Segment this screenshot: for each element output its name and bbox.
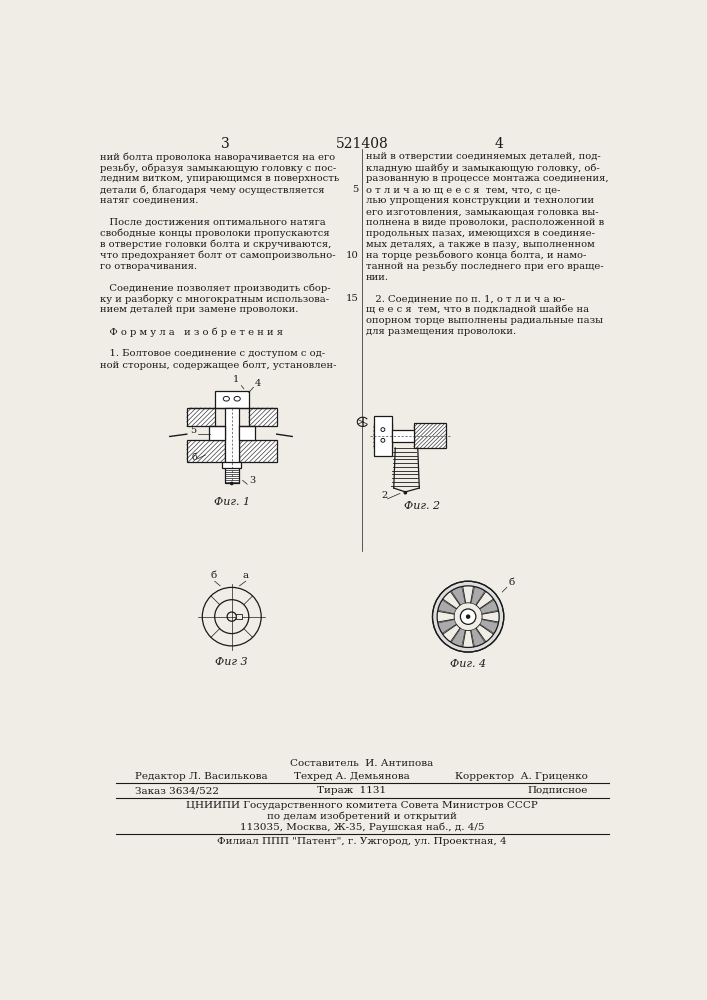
Bar — [215, 391, 249, 408]
Text: 5: 5 — [191, 426, 197, 435]
Text: Фиг 3: Фиг 3 — [216, 657, 248, 667]
Text: 10: 10 — [346, 251, 359, 260]
Text: по делам изобретений и открытий: по делам изобретений и открытий — [267, 811, 457, 821]
Text: 521408: 521408 — [336, 137, 388, 151]
Text: 15: 15 — [346, 294, 359, 303]
Text: 4: 4 — [255, 379, 262, 388]
Text: Заказ 3634/522: Заказ 3634/522 — [135, 786, 219, 795]
Text: кладную шайбу и замыкающую головку, об-: кладную шайбу и замыкающую головку, об- — [366, 163, 600, 173]
Circle shape — [230, 482, 233, 485]
Text: резьбу, образуя замыкающую головку с пос-: резьбу, образуя замыкающую головку с пос… — [100, 163, 337, 173]
Circle shape — [404, 492, 407, 494]
Wedge shape — [438, 600, 457, 614]
Text: б: б — [192, 453, 197, 462]
Bar — [414, 423, 446, 448]
Text: Фиг. 1: Фиг. 1 — [214, 497, 250, 507]
Bar — [249, 408, 276, 426]
Text: 3: 3 — [221, 137, 230, 151]
Text: танной на резьбу последнего при его враще-: танной на резьбу последнего при его вращ… — [366, 262, 604, 271]
Text: опорном торце выполнены радиальные пазы: опорном торце выполнены радиальные пазы — [366, 316, 603, 325]
Ellipse shape — [223, 396, 230, 401]
Bar — [392, 430, 414, 442]
Circle shape — [381, 438, 385, 442]
Text: 3: 3 — [249, 476, 255, 485]
Bar — [235, 614, 242, 619]
Bar — [187, 440, 225, 462]
Text: ЦНИИПИ Государственного комитета Совета Министров СССР: ЦНИИПИ Государственного комитета Совета … — [186, 801, 538, 810]
Text: свободные концы проволоки пропускаются: свободные концы проволоки пропускаются — [100, 229, 329, 238]
Text: нием деталей при замене проволоки.: нием деталей при замене проволоки. — [100, 305, 298, 314]
Bar — [209, 426, 225, 440]
Text: 1. Болтовое соединение с доступом с од-: 1. Болтовое соединение с доступом с од- — [100, 349, 325, 358]
Text: Филиал ППП "Патент", г. Ужгород, ул. Проектная, 4: Филиал ППП "Патент", г. Ужгород, ул. Про… — [217, 837, 507, 846]
Text: на торце резьбового конца болта, и намо-: на торце резьбового конца болта, и намо- — [366, 251, 586, 260]
Text: 2. Соединение по п. 1, о т л и ч а ю-: 2. Соединение по п. 1, о т л и ч а ю- — [366, 294, 565, 303]
Text: полнена в виде проволоки, расположенной в: полнена в виде проволоки, расположенной … — [366, 218, 604, 227]
Bar — [187, 408, 215, 426]
Wedge shape — [438, 620, 457, 633]
Text: ледним витком, упирающимся в поверхность: ледним витком, упирающимся в поверхность — [100, 174, 339, 183]
Circle shape — [381, 428, 385, 431]
Text: ный в отверстии соединяемых деталей, под-: ный в отверстии соединяемых деталей, под… — [366, 152, 600, 161]
Bar — [239, 426, 255, 440]
Text: продольных пазах, имеющихся в соединяе-: продольных пазах, имеющихся в соединяе- — [366, 229, 595, 238]
Wedge shape — [451, 628, 465, 647]
Bar — [373, 423, 392, 448]
Wedge shape — [471, 587, 485, 605]
Text: Соединение позволяет производить сбор-: Соединение позволяет производить сбор- — [100, 284, 331, 293]
Text: нии.: нии. — [366, 273, 389, 282]
Text: разованную в процессе монтажа соединения,: разованную в процессе монтажа соединения… — [366, 174, 609, 183]
Text: о т л и ч а ю щ е е с я  тем, что, с це-: о т л и ч а ю щ е е с я тем, что, с це- — [366, 185, 561, 194]
Wedge shape — [433, 581, 504, 652]
Ellipse shape — [234, 396, 240, 401]
Circle shape — [467, 615, 469, 618]
Wedge shape — [471, 628, 485, 647]
Text: Редактор Л. Василькова: Редактор Л. Василькова — [135, 772, 267, 781]
Text: Фиг. 2: Фиг. 2 — [404, 501, 440, 511]
Text: щ е е с я  тем, что в подкладной шайбе на: щ е е с я тем, что в подкладной шайбе на — [366, 305, 589, 314]
Text: го отворачивания.: го отворачивания. — [100, 262, 197, 271]
Circle shape — [460, 609, 476, 624]
Text: для размещения проволоки.: для размещения проволоки. — [366, 327, 516, 336]
Text: мых деталях, а также в пазу, выполненном: мых деталях, а также в пазу, выполненном — [366, 240, 595, 249]
Wedge shape — [480, 600, 498, 614]
Text: б: б — [508, 578, 515, 587]
Text: Корректор  А. Гриценко: Корректор А. Гриценко — [455, 772, 588, 781]
Text: a: a — [243, 571, 249, 580]
Text: ку и разборку с многократным использова-: ку и разборку с многократным использова- — [100, 294, 329, 304]
Wedge shape — [451, 587, 465, 605]
Bar — [373, 416, 392, 456]
Text: 5: 5 — [353, 185, 359, 194]
Text: 1: 1 — [233, 375, 240, 384]
Text: ной стороны, содержащее болт, установлен-: ной стороны, содержащее болт, установлен… — [100, 360, 337, 370]
Text: 4: 4 — [495, 137, 503, 151]
Text: ний болта проволока наворачивается на его: ний болта проволока наворачивается на ег… — [100, 152, 335, 162]
Text: его изготовления, замыкающая головка вы-: его изготовления, замыкающая головка вы- — [366, 207, 598, 216]
Text: что предохраняет болт от самопроизвольно-: что предохраняет болт от самопроизвольно… — [100, 251, 336, 260]
Text: После достижения оптимального натяга: После достижения оптимального натяга — [100, 218, 326, 227]
Text: Ф о р м у л а   и з о б р е т е н и я: Ф о р м у л а и з о б р е т е н и я — [100, 327, 283, 337]
Text: 113035, Москва, Ж-35, Раушская наб., д. 4/5: 113035, Москва, Ж-35, Раушская наб., д. … — [240, 822, 484, 832]
Bar — [239, 440, 276, 462]
Text: Фиг. 4: Фиг. 4 — [450, 659, 486, 669]
Text: 2: 2 — [381, 491, 387, 500]
Text: б: б — [210, 571, 216, 580]
Text: Подписное: Подписное — [528, 786, 588, 795]
Text: Техред А. Демьянова: Техред А. Демьянова — [294, 772, 410, 781]
Text: лью упрощения конструкции и технологии: лью упрощения конструкции и технологии — [366, 196, 594, 205]
Bar — [225, 408, 239, 483]
Text: натяг соединения.: натяг соединения. — [100, 196, 199, 205]
Text: Тираж  1131: Тираж 1131 — [317, 786, 387, 795]
Text: Составитель  И. Антипова: Составитель И. Антипова — [291, 759, 433, 768]
Wedge shape — [480, 620, 498, 633]
Bar — [223, 462, 241, 468]
Text: в отверстие головки болта и скручиваются,: в отверстие головки болта и скручиваются… — [100, 240, 332, 249]
Text: детали б, благодаря чему осуществляется: детали б, благодаря чему осуществляется — [100, 185, 325, 195]
